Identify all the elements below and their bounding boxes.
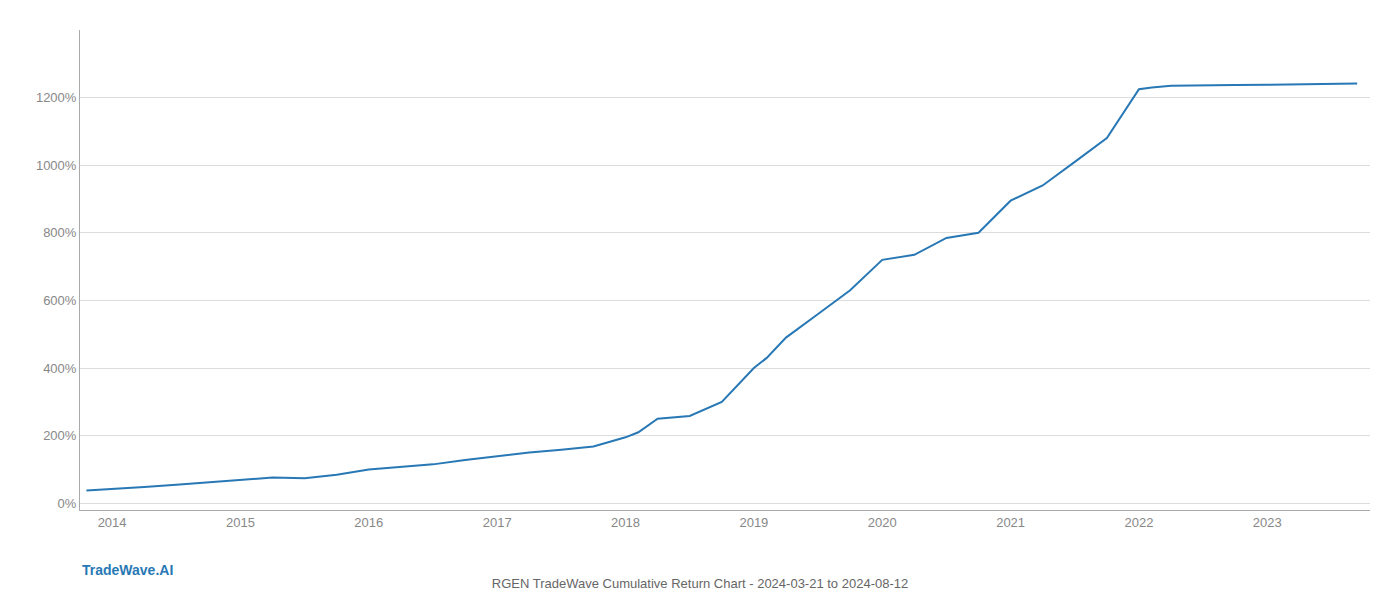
svg-text:400%: 400% xyxy=(43,361,77,376)
svg-text:2018: 2018 xyxy=(611,515,640,530)
svg-text:1000%: 1000% xyxy=(36,158,77,173)
svg-text:2021: 2021 xyxy=(996,515,1025,530)
svg-text:2016: 2016 xyxy=(354,515,383,530)
svg-text:0%: 0% xyxy=(58,496,77,511)
svg-text:2014: 2014 xyxy=(98,515,127,530)
svg-text:600%: 600% xyxy=(43,293,77,308)
svg-text:1200%: 1200% xyxy=(36,90,77,105)
svg-text:200%: 200% xyxy=(43,428,77,443)
svg-text:800%: 800% xyxy=(43,225,77,240)
svg-text:TradeWave.AI: TradeWave.AI xyxy=(82,562,173,578)
svg-text:2023: 2023 xyxy=(1253,515,1282,530)
svg-text:RGEN TradeWave Cumulative Retu: RGEN TradeWave Cumulative Return Chart -… xyxy=(492,576,908,591)
svg-text:2020: 2020 xyxy=(868,515,897,530)
svg-text:2017: 2017 xyxy=(483,515,512,530)
svg-text:2022: 2022 xyxy=(1124,515,1153,530)
svg-text:2019: 2019 xyxy=(739,515,768,530)
svg-text:2015: 2015 xyxy=(226,515,255,530)
